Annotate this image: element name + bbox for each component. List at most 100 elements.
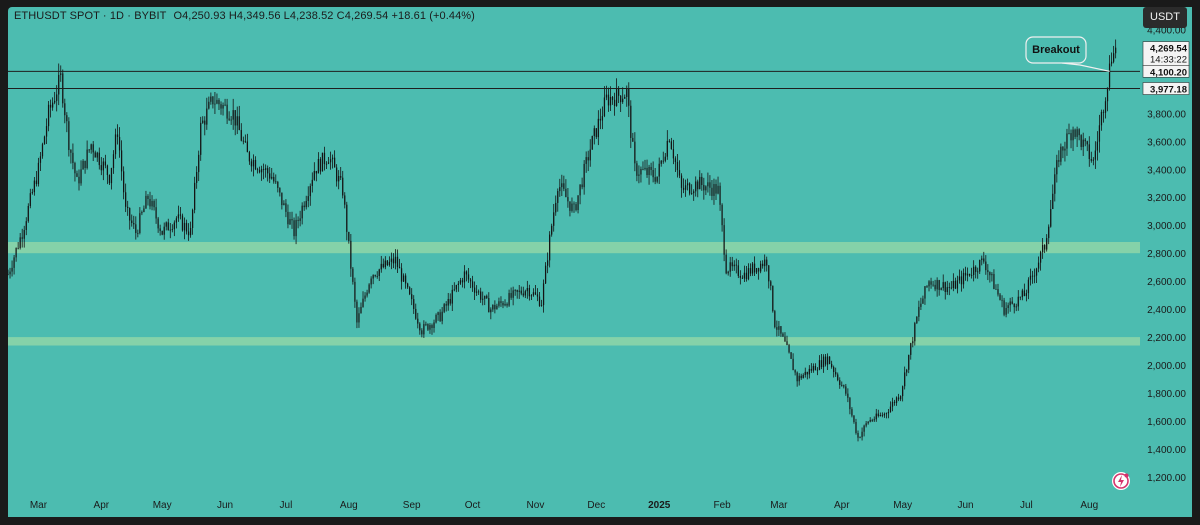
candle-body <box>530 295 533 297</box>
candle-body <box>944 282 946 292</box>
x-tick-label: Jun <box>957 500 973 511</box>
lightning-badge-icon[interactable] <box>1111 471 1131 491</box>
candle-body <box>646 167 648 176</box>
candle-body <box>35 180 38 185</box>
last-price-bg <box>1142 41 1190 66</box>
candle-body <box>376 276 378 277</box>
candle-body <box>260 168 263 173</box>
interval-label[interactable]: 1D <box>109 10 125 22</box>
candle-body <box>1106 87 1109 102</box>
candle-body <box>772 285 774 312</box>
candle-body <box>964 272 967 276</box>
candle-body <box>660 160 662 164</box>
candle-body <box>346 204 348 232</box>
candle-body <box>127 206 129 209</box>
candle-body <box>831 363 833 368</box>
candle-body <box>654 177 656 182</box>
candle-body <box>960 276 963 285</box>
callout-box[interactable] <box>1025 36 1087 64</box>
candle-body <box>601 116 604 121</box>
candle-body <box>317 159 320 174</box>
candle-body <box>194 182 196 210</box>
candle-body <box>114 134 117 155</box>
candle-body <box>216 99 218 104</box>
candle-body <box>1052 193 1054 210</box>
candle-body <box>80 169 82 184</box>
candle-body <box>301 205 303 219</box>
time-axis[interactable] <box>8 491 1192 517</box>
candle-body <box>484 295 486 299</box>
x-tick-label: Mar <box>30 500 48 511</box>
candle-body <box>820 360 823 368</box>
candle-body <box>609 96 612 106</box>
symbol-name[interactable]: ETHUSDT SPOT <box>14 10 100 22</box>
horizontal-lines <box>8 70 1140 90</box>
currency-button[interactable]: USDT <box>1143 7 1187 28</box>
x-tick-label: Jul <box>1020 500 1033 511</box>
candle-body <box>60 73 62 75</box>
y-tick-label: 1,200.00 <box>1147 473 1186 484</box>
symbol-info[interactable]: ETHUSDT SPOT · 1D · BYBIT O4,250.93 H4,3… <box>14 10 475 22</box>
candle-body <box>725 254 727 274</box>
breakout-annotation[interactable]: Breakout <box>1025 36 1110 72</box>
candle-body <box>599 118 602 121</box>
candle-body <box>719 185 721 205</box>
candle-body <box>1048 226 1050 239</box>
candle-body <box>786 341 788 346</box>
candle-body <box>1100 111 1103 126</box>
candle-body <box>364 295 366 299</box>
candle-body <box>538 296 541 306</box>
candle-body <box>1013 303 1015 308</box>
candle-body <box>674 158 677 163</box>
candle-body <box>435 314 437 323</box>
candle-body <box>557 191 559 203</box>
candle-body <box>918 306 920 317</box>
candle-body <box>989 272 991 276</box>
candle-body <box>210 96 212 102</box>
candle-body <box>1076 129 1078 137</box>
y-tick-label: 2,800.00 <box>1147 249 1186 260</box>
candle-body <box>1009 301 1011 306</box>
candle-body <box>697 181 699 190</box>
candle-body <box>733 264 735 267</box>
candle-body <box>419 323 421 331</box>
candle-body <box>553 212 555 226</box>
candle-body <box>1054 174 1056 194</box>
candle-body <box>940 288 942 290</box>
candle-body <box>804 371 806 376</box>
candle-body <box>500 301 502 303</box>
candle-body <box>506 303 508 306</box>
candle-body <box>7 274 9 275</box>
candle-body <box>380 263 382 270</box>
candle-body <box>155 207 157 219</box>
candle-body <box>958 276 961 281</box>
candle-body <box>713 184 715 196</box>
candle-body <box>561 183 563 188</box>
x-tick-label: Aug <box>340 500 358 511</box>
y-tick-label: 4,400.00 <box>1147 25 1186 36</box>
candle-body <box>871 420 873 421</box>
candle-body <box>672 149 675 159</box>
candle-body <box>33 180 36 193</box>
callout-pointer <box>1061 62 1110 72</box>
candle-body <box>236 116 238 126</box>
candle-body <box>271 176 273 179</box>
candle-body <box>240 130 242 141</box>
candle-body <box>228 118 230 120</box>
candle-body <box>1001 299 1003 301</box>
candle-body <box>522 293 524 296</box>
candle-body <box>196 172 198 183</box>
candle-body <box>1058 160 1060 162</box>
candle-body <box>82 160 84 170</box>
candle-body <box>421 330 423 335</box>
candle-body <box>189 227 192 236</box>
candle-body <box>897 397 900 400</box>
candle-body <box>372 275 374 279</box>
candle-body <box>220 104 222 109</box>
candle-body <box>386 260 388 266</box>
candle-body <box>1023 290 1025 297</box>
candle-body <box>333 157 336 168</box>
candle-body <box>90 144 92 150</box>
candle-body <box>463 271 466 283</box>
y-tick-label: 2,600.00 <box>1147 277 1186 288</box>
